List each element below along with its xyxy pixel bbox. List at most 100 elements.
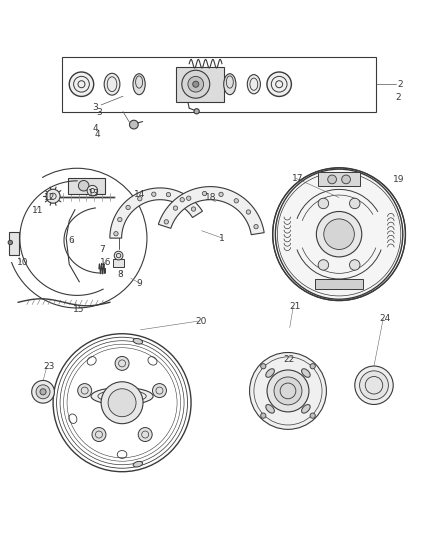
Circle shape — [8, 240, 12, 245]
Circle shape — [40, 389, 46, 395]
Text: 14: 14 — [134, 190, 145, 199]
Polygon shape — [159, 187, 264, 235]
Text: 23: 23 — [43, 361, 55, 370]
Circle shape — [342, 175, 350, 184]
Ellipse shape — [247, 75, 260, 94]
Circle shape — [32, 381, 54, 403]
Ellipse shape — [302, 369, 310, 377]
Circle shape — [261, 413, 266, 418]
Circle shape — [324, 219, 354, 249]
Circle shape — [350, 260, 360, 270]
Circle shape — [101, 382, 143, 424]
Ellipse shape — [133, 74, 145, 95]
Circle shape — [138, 427, 152, 441]
Text: 9: 9 — [136, 279, 142, 288]
Text: 2: 2 — [396, 93, 402, 102]
Circle shape — [328, 175, 336, 184]
Ellipse shape — [266, 369, 274, 377]
Circle shape — [114, 231, 118, 236]
Bar — [113, 259, 124, 266]
Text: 17: 17 — [292, 174, 304, 183]
Bar — [62, 57, 376, 111]
Circle shape — [355, 366, 393, 405]
Ellipse shape — [104, 74, 120, 95]
Text: 10: 10 — [17, 257, 29, 266]
Circle shape — [187, 196, 191, 200]
Text: 11: 11 — [32, 206, 44, 215]
Bar — [176, 67, 224, 102]
Circle shape — [36, 385, 50, 399]
Text: 1: 1 — [219, 233, 225, 243]
Ellipse shape — [266, 405, 274, 413]
Circle shape — [126, 205, 130, 209]
Text: 18: 18 — [205, 193, 216, 202]
Circle shape — [166, 192, 171, 197]
Text: 22: 22 — [284, 354, 295, 364]
Text: 4: 4 — [95, 130, 100, 139]
Circle shape — [350, 198, 360, 209]
Circle shape — [310, 364, 315, 369]
Circle shape — [69, 72, 94, 96]
Circle shape — [194, 109, 199, 114]
Circle shape — [46, 189, 60, 203]
Circle shape — [188, 76, 204, 92]
Circle shape — [316, 212, 362, 257]
Circle shape — [152, 384, 166, 398]
Bar — [315, 279, 363, 288]
Text: 8: 8 — [118, 270, 124, 279]
Circle shape — [254, 224, 258, 229]
Text: 19: 19 — [393, 175, 404, 184]
Circle shape — [182, 70, 210, 98]
Text: 4: 4 — [92, 125, 98, 133]
Text: 13: 13 — [88, 189, 99, 198]
Polygon shape — [110, 188, 202, 238]
Text: 21: 21 — [290, 302, 301, 311]
Circle shape — [191, 207, 196, 211]
Ellipse shape — [302, 405, 310, 413]
Circle shape — [261, 364, 266, 369]
Circle shape — [193, 81, 199, 87]
Circle shape — [173, 206, 178, 211]
Circle shape — [138, 197, 142, 201]
Circle shape — [274, 377, 302, 405]
Text: 15: 15 — [73, 305, 84, 314]
Text: 3: 3 — [92, 103, 98, 111]
Circle shape — [87, 185, 98, 196]
Ellipse shape — [133, 338, 142, 344]
Text: 2: 2 — [397, 80, 403, 88]
Text: 16: 16 — [100, 257, 112, 266]
Circle shape — [273, 168, 406, 301]
Ellipse shape — [133, 462, 142, 467]
Bar — [68, 178, 106, 193]
Circle shape — [180, 198, 184, 202]
Text: 6: 6 — [68, 236, 74, 245]
Circle shape — [114, 251, 123, 260]
Ellipse shape — [224, 74, 236, 95]
Circle shape — [152, 192, 156, 197]
Circle shape — [360, 371, 389, 400]
Circle shape — [318, 260, 328, 270]
Circle shape — [118, 217, 122, 222]
Text: 7: 7 — [99, 245, 105, 254]
Circle shape — [246, 210, 251, 214]
Text: 20: 20 — [195, 317, 206, 326]
Circle shape — [250, 352, 326, 430]
Text: 24: 24 — [380, 314, 391, 324]
Circle shape — [318, 198, 328, 209]
Circle shape — [78, 181, 89, 191]
Text: 3: 3 — [97, 108, 102, 117]
Circle shape — [267, 370, 309, 412]
Circle shape — [234, 199, 238, 203]
Circle shape — [219, 192, 223, 197]
Ellipse shape — [91, 387, 153, 405]
Bar — [10, 232, 19, 255]
Circle shape — [115, 357, 129, 370]
Circle shape — [78, 384, 92, 398]
Circle shape — [130, 120, 138, 129]
Circle shape — [267, 72, 291, 96]
Circle shape — [92, 427, 106, 441]
Circle shape — [310, 413, 315, 418]
Circle shape — [108, 389, 136, 417]
Circle shape — [164, 220, 169, 224]
Ellipse shape — [276, 169, 403, 299]
